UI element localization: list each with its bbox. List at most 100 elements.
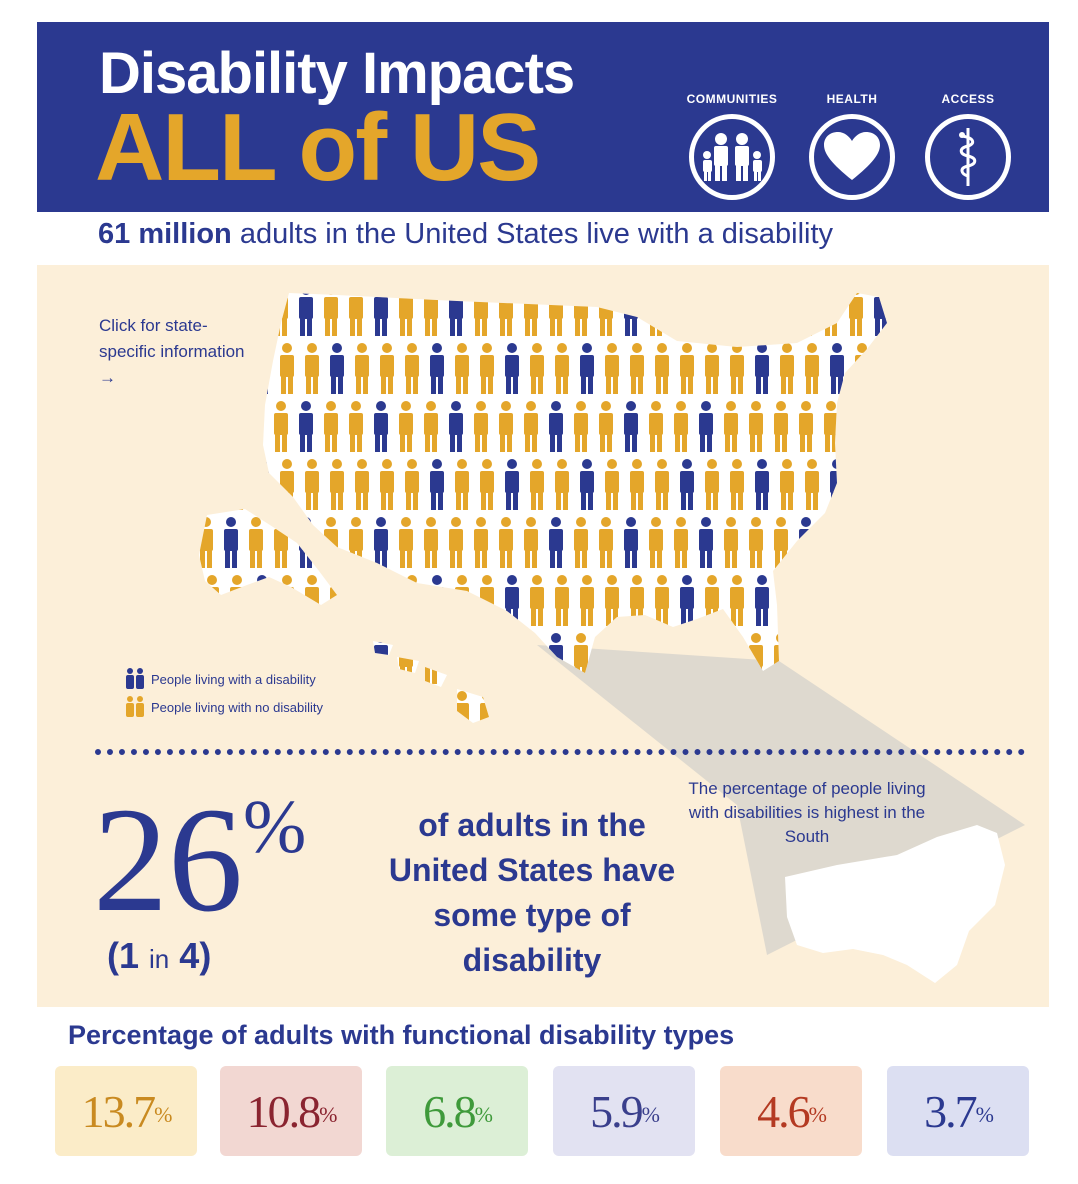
person-no-disability-icon xyxy=(630,459,644,510)
person-disability-icon xyxy=(549,401,563,452)
title-line2: ALL of US xyxy=(95,94,541,201)
person-no-disability-icon xyxy=(530,575,544,626)
person-no-disability-icon xyxy=(899,401,913,452)
big-percentage: 26% xyxy=(93,785,306,935)
person-no-disability-icon xyxy=(674,517,688,568)
disability-type-box: 13.7% xyxy=(55,1066,197,1156)
person-disability-icon xyxy=(699,517,713,568)
person-no-disability-icon xyxy=(330,459,344,510)
person-no-disability-icon xyxy=(799,401,813,452)
person-no-disability-icon xyxy=(774,401,788,452)
map-panel: Click for state-specific information → P… xyxy=(37,265,1049,1007)
person-no-disability-icon xyxy=(324,633,338,684)
person-no-disability-icon xyxy=(649,517,663,568)
person-disability-icon xyxy=(505,459,519,510)
person-disability-icon xyxy=(830,343,844,394)
person-no-disability-icon xyxy=(380,575,394,626)
person-no-disability-icon xyxy=(555,575,569,626)
person-no-disability-icon xyxy=(349,633,363,684)
person-disability-icon xyxy=(905,343,919,394)
person-disability-icon xyxy=(699,401,713,452)
person-no-disability-icon xyxy=(380,343,394,394)
subhead: 61 million adults in the United States l… xyxy=(98,218,833,251)
type-value: 3.7 xyxy=(924,1085,977,1137)
person-no-disability-icon xyxy=(580,691,594,723)
person-no-disability-icon xyxy=(424,293,438,336)
person-no-disability-icon xyxy=(899,517,913,568)
person-disability-icon xyxy=(624,517,638,568)
person-no-disability-icon xyxy=(880,459,887,510)
person-no-disability-icon xyxy=(905,691,919,742)
type-value: 13.7 xyxy=(81,1085,156,1137)
header-banner: Disability Impacts ALL of US COMMUNITIES… xyxy=(37,22,1049,212)
person-no-disability-icon xyxy=(824,401,838,452)
person-no-disability-icon xyxy=(574,401,588,452)
pillar-label: HEALTH xyxy=(826,92,878,106)
person-disability-icon xyxy=(126,668,144,689)
family-icon xyxy=(689,114,775,200)
person-no-disability-icon xyxy=(730,459,744,510)
person-no-disability-icon xyxy=(480,459,494,510)
person-disability-icon xyxy=(680,575,694,626)
legend-item-disability: People living with a disability xyxy=(125,665,323,693)
person-no-disability-icon xyxy=(780,343,794,394)
person-no-disability-icon xyxy=(205,459,219,510)
person-no-disability-icon xyxy=(324,401,338,452)
person-no-disability-icon xyxy=(199,401,213,452)
south-note: The percentage of people living with dis… xyxy=(688,779,926,846)
type-pct: % xyxy=(808,1102,827,1127)
person-disability-icon xyxy=(449,293,463,336)
person-no-disability-icon xyxy=(674,293,688,336)
person-disability-icon xyxy=(755,575,769,626)
ratio-close: 4) xyxy=(179,935,212,976)
type-value: 4.6 xyxy=(757,1085,810,1137)
person-no-disability-icon xyxy=(780,575,794,626)
legend-label: People living with no disability xyxy=(151,699,323,715)
person-no-disability-icon xyxy=(530,691,544,723)
person-disability-icon xyxy=(580,459,594,510)
person-no-disability-icon xyxy=(824,517,838,568)
person-no-disability-icon xyxy=(580,575,594,626)
person-no-disability-icon xyxy=(524,517,538,568)
person-disability-icon xyxy=(624,401,638,452)
person-no-disability-icon xyxy=(405,459,419,510)
person-no-disability-icon xyxy=(126,696,144,717)
person-no-disability-icon xyxy=(499,517,513,568)
person-no-disability-icon xyxy=(805,459,819,510)
person-no-disability-icon xyxy=(449,517,463,568)
person-disability-icon xyxy=(355,691,369,723)
person-no-disability-icon xyxy=(655,459,669,510)
person-no-disability-icon xyxy=(605,343,619,394)
person-no-disability-icon xyxy=(380,459,394,510)
person-disability-icon xyxy=(430,343,444,394)
person-disability-icon xyxy=(549,517,563,568)
person-no-disability-icon xyxy=(730,575,744,626)
person-no-disability-icon xyxy=(855,459,869,510)
person-no-disability-icon xyxy=(880,575,887,626)
person-no-disability-icon xyxy=(905,575,919,626)
person-no-disability-icon xyxy=(849,293,863,336)
person-no-disability-icon xyxy=(474,293,488,336)
person-disability-icon xyxy=(874,633,887,684)
person-no-disability-icon xyxy=(824,633,838,684)
state-info-link[interactable]: Click for state-specific information → xyxy=(99,316,245,387)
person-no-disability-icon xyxy=(905,459,919,510)
ratio: (1 in 4) xyxy=(107,935,211,977)
person-no-disability-icon xyxy=(405,343,419,394)
person-no-disability-icon xyxy=(674,401,688,452)
legend-item-no-disability: People living with no disability xyxy=(125,693,323,721)
person-no-disability-icon xyxy=(749,517,763,568)
person-no-disability-icon xyxy=(705,459,719,510)
person-no-disability-icon xyxy=(424,517,438,568)
type-value: 6.8 xyxy=(423,1085,476,1137)
person-no-disability-icon xyxy=(355,343,369,394)
pillar-communities: COMMUNITIES xyxy=(677,92,787,200)
person-no-disability-icon xyxy=(530,343,544,394)
type-pct: % xyxy=(641,1102,660,1127)
person-disability-icon xyxy=(299,401,313,452)
pillar-health: HEALTH xyxy=(797,92,907,200)
person-no-disability-icon xyxy=(780,459,794,510)
type-pct: % xyxy=(474,1102,493,1127)
person-no-disability-icon xyxy=(849,633,863,684)
disability-type-box: 6.8% xyxy=(386,1066,528,1156)
